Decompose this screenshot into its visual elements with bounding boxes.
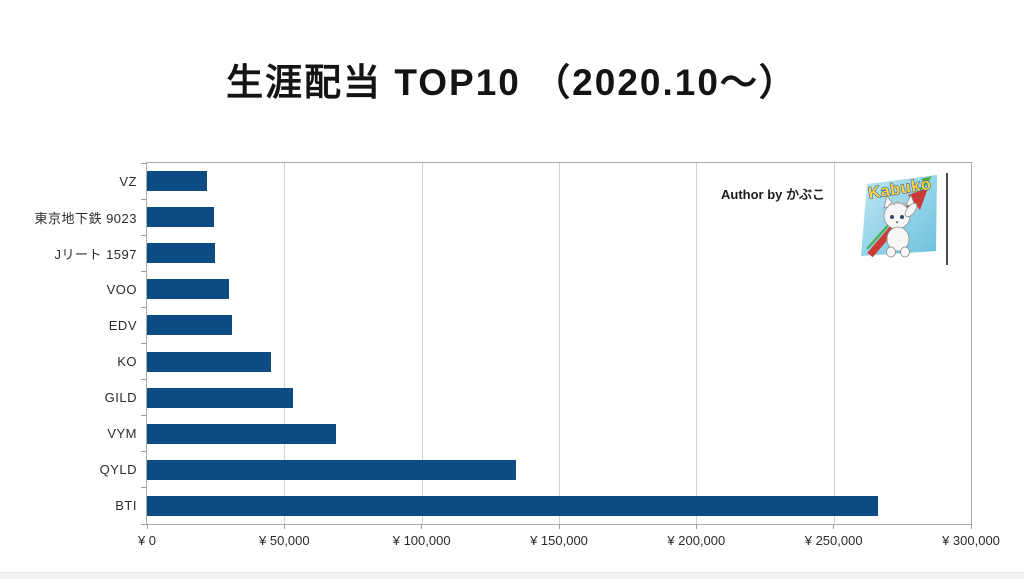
bottom-strip	[0, 572, 1024, 579]
y-category-label: EDV	[108, 317, 137, 333]
bar-KO	[147, 351, 272, 372]
y-category-label: 東京地下鉄 9023	[34, 210, 137, 226]
y-axis-tick	[141, 343, 147, 344]
y-category-label: GILD	[104, 390, 137, 406]
author-note: Author by かぶこ	[721, 187, 825, 202]
y-category-label: VYM	[107, 426, 137, 442]
y-category-label: QYLD	[99, 462, 137, 478]
y-category-label: VZ	[119, 173, 137, 189]
bar-VYM	[147, 423, 336, 444]
x-tick-label: ¥ 0	[137, 533, 157, 548]
x-tick-label: ¥ 100,000	[392, 533, 451, 548]
y-category-label: KO	[117, 354, 137, 370]
gridline	[421, 163, 423, 524]
x-axis-tick	[421, 524, 423, 529]
y-axis-tick	[141, 451, 147, 453]
x-tick-label: ¥ 200,000	[667, 533, 726, 548]
x-axis-tick	[558, 524, 560, 529]
gridline	[284, 163, 286, 524]
gridline	[833, 163, 835, 524]
y-axis-tick	[141, 415, 147, 417]
kabuko-logo: Kabuko	[859, 169, 941, 261]
bar-VOO	[147, 279, 230, 300]
x-axis-tick	[833, 524, 835, 529]
bar-QYLD	[147, 459, 516, 480]
x-tick-label: ¥ 150,000	[530, 533, 588, 548]
y-axis-tick	[141, 162, 147, 164]
y-axis-tick	[141, 487, 147, 489]
y-category-label: VOO	[106, 281, 137, 297]
bar-BTI	[147, 495, 878, 516]
gridline	[696, 163, 698, 524]
bar-EDV	[147, 315, 233, 336]
y-axis-tick	[141, 270, 147, 272]
y-axis-tick	[141, 523, 147, 525]
x-axis-tick	[146, 524, 148, 529]
y-axis-tick	[141, 198, 147, 200]
bar-Jリート 1597	[147, 243, 216, 264]
y-category-label: BTI	[115, 498, 137, 514]
kabuko-logo-image: Kabuko	[861, 175, 937, 258]
logo-right-rule	[946, 173, 948, 265]
cat-face	[890, 215, 904, 224]
bar-東京地下鉄 9023	[147, 207, 214, 228]
bar-GILD	[147, 387, 294, 408]
x-axis-tick	[970, 524, 972, 529]
chart-title: 生涯配当 TOP10 （2020.10～）	[226, 62, 798, 103]
cat-illustration	[883, 193, 918, 258]
x-tick-label: ¥ 300,000	[942, 533, 1000, 548]
x-axis-tick	[695, 524, 697, 529]
bar-VZ	[147, 171, 208, 192]
gridline	[559, 163, 560, 524]
y-category-label: Jリート 1597	[54, 246, 137, 262]
x-tick-label: ¥ 50,000	[259, 533, 310, 548]
plot-area: Author by かぶこ	[34, 162, 1000, 548]
y-axis-tick	[141, 379, 147, 381]
y-axis-tick	[141, 234, 147, 236]
y-axis-tick	[141, 306, 147, 308]
x-tick-label: ¥ 250,000	[804, 533, 863, 548]
x-axis-tick	[283, 524, 285, 529]
